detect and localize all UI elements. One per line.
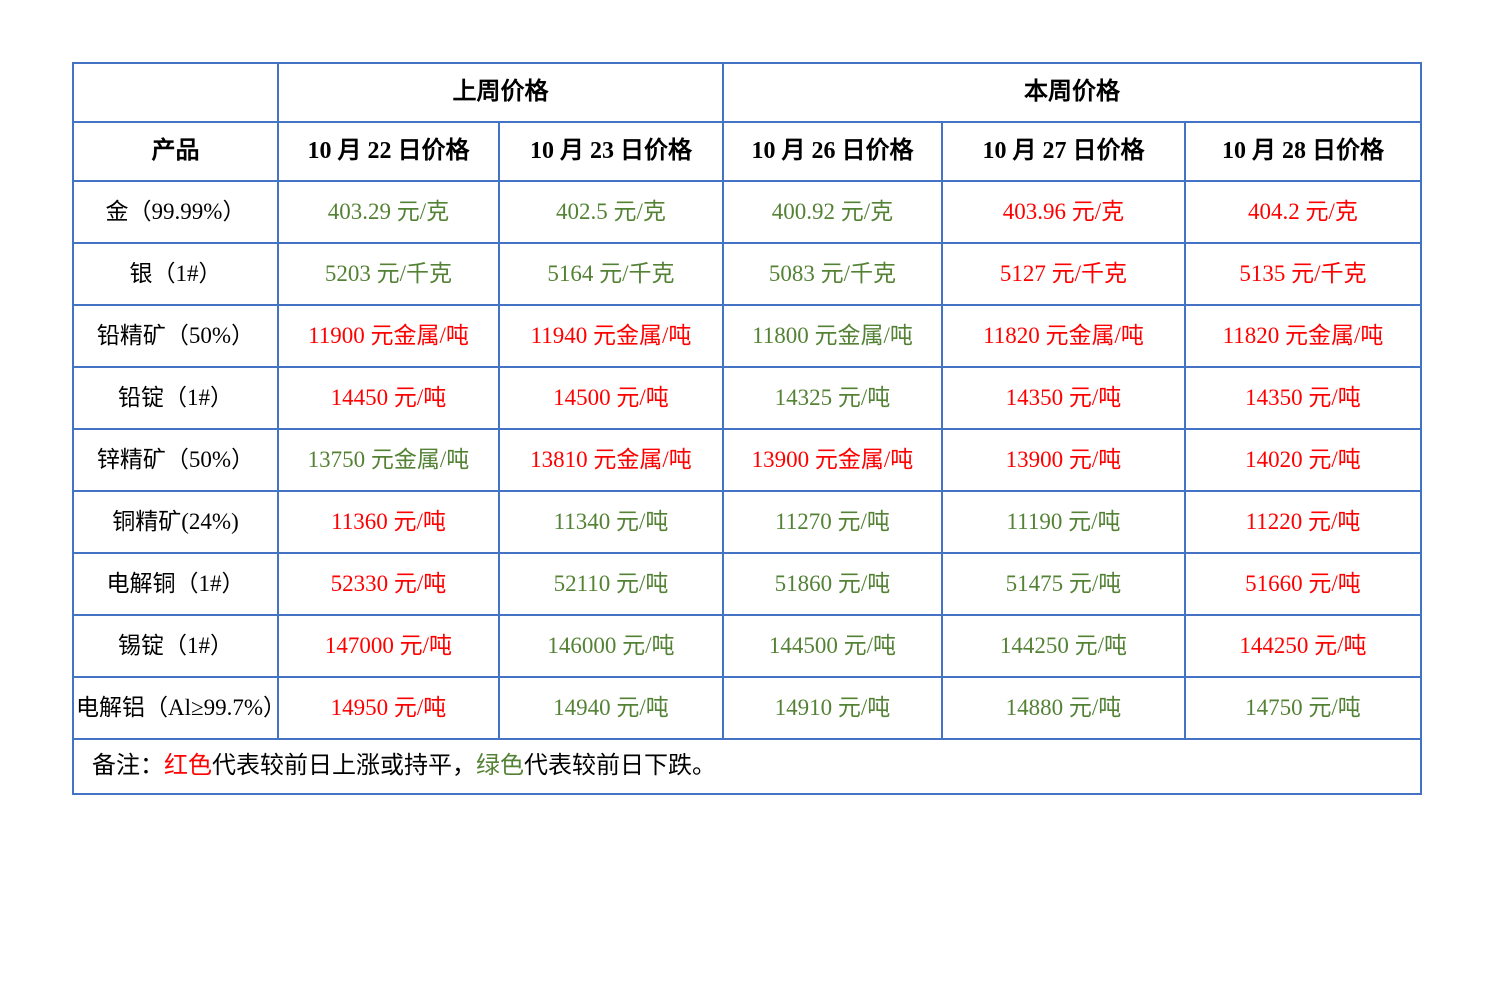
product-cell: 铜精矿(24%) — [72, 490, 279, 554]
table-header: 上周价格 本周价格 产品 10 月 22 日价格 10 月 23 日价格 10 … — [72, 62, 1422, 182]
week-header-row: 上周价格 本周价格 — [72, 62, 1422, 123]
product-cell: 金（99.99%） — [72, 180, 279, 244]
product-column-header: 产品 — [72, 121, 279, 182]
price-cell: 14450 元/吨 — [277, 366, 500, 430]
price-cell: 404.2 元/克 — [1184, 180, 1422, 244]
price-cell: 11900 元金属/吨 — [277, 304, 500, 368]
date-header: 10 月 23 日价格 — [498, 121, 724, 182]
price-cell: 51860 元/吨 — [722, 552, 943, 616]
price-cell: 11340 元/吨 — [498, 490, 724, 554]
note-red-term: 红色 — [164, 753, 212, 779]
price-cell: 11800 元金属/吨 — [722, 304, 943, 368]
price-cell: 11820 元金属/吨 — [1184, 304, 1422, 368]
price-cell: 5135 元/千克 — [1184, 242, 1422, 306]
product-cell: 电解铝（Al≥99.7%） — [72, 676, 279, 740]
product-cell: 银（1#） — [72, 242, 279, 306]
table-row: 电解铜（1#） 52330 元/吨 52110 元/吨 51860 元/吨 51… — [72, 552, 1422, 616]
date-header-row: 产品 10 月 22 日价格 10 月 23 日价格 10 月 26 日价格 1… — [72, 121, 1422, 182]
price-cell: 144500 元/吨 — [722, 614, 943, 678]
note-green-description: 代表较前日下跌。 — [524, 753, 716, 779]
price-cell: 400.92 元/克 — [722, 180, 943, 244]
price-cell: 146000 元/吨 — [498, 614, 724, 678]
price-cell: 403.96 元/克 — [941, 180, 1186, 244]
table-row: 铜精矿(24%) 11360 元/吨 11340 元/吨 11270 元/吨 1… — [72, 490, 1422, 554]
price-cell: 51660 元/吨 — [1184, 552, 1422, 616]
corner-cell — [72, 62, 279, 123]
price-cell: 52330 元/吨 — [277, 552, 500, 616]
price-cell: 11820 元金属/吨 — [941, 304, 1186, 368]
note-green-term: 绿色 — [476, 753, 524, 779]
price-table-body: 金（99.99%） 403.29 元/克 402.5 元/克 400.92 元/… — [72, 180, 1422, 740]
price-cell: 13900 元/吨 — [941, 428, 1186, 492]
price-cell: 11220 元/吨 — [1184, 490, 1422, 554]
table-row: 铅锭（1#） 14450 元/吨 14500 元/吨 14325 元/吨 143… — [72, 366, 1422, 430]
price-cell: 14020 元/吨 — [1184, 428, 1422, 492]
price-cell: 14750 元/吨 — [1184, 676, 1422, 740]
price-cell: 11270 元/吨 — [722, 490, 943, 554]
table-row: 金（99.99%） 403.29 元/克 402.5 元/克 400.92 元/… — [72, 180, 1422, 244]
table-row: 锌精矿（50%） 13750 元金属/吨 13810 元金属/吨 13900 元… — [72, 428, 1422, 492]
price-cell: 5164 元/千克 — [498, 242, 724, 306]
date-header: 10 月 28 日价格 — [1184, 121, 1422, 182]
price-cell: 11190 元/吨 — [941, 490, 1186, 554]
date-header: 10 月 27 日价格 — [941, 121, 1186, 182]
price-cell: 144250 元/吨 — [1184, 614, 1422, 678]
note-red-description: 代表较前日上涨或持平， — [212, 753, 476, 779]
price-cell: 14880 元/吨 — [941, 676, 1186, 740]
this-week-header: 本周价格 — [722, 62, 1422, 123]
table-row: 电解铝（Al≥99.7%） 14950 元/吨 14940 元/吨 14910 … — [72, 676, 1422, 740]
note-label: 备注： — [92, 753, 164, 779]
price-cell: 14325 元/吨 — [722, 366, 943, 430]
price-cell: 5127 元/千克 — [941, 242, 1186, 306]
table-footer: 备注：红色代表较前日上涨或持平，绿色代表较前日下跌。 — [72, 738, 1422, 795]
product-cell: 铅锭（1#） — [72, 366, 279, 430]
price-cell: 14500 元/吨 — [498, 366, 724, 430]
price-cell: 147000 元/吨 — [277, 614, 500, 678]
table-row: 银（1#） 5203 元/千克 5164 元/千克 5083 元/千克 5127… — [72, 242, 1422, 306]
product-cell: 铅精矿（50%） — [72, 304, 279, 368]
price-cell: 14350 元/吨 — [941, 366, 1186, 430]
product-cell: 电解铜（1#） — [72, 552, 279, 616]
price-cell: 51475 元/吨 — [941, 552, 1186, 616]
price-cell: 14950 元/吨 — [277, 676, 500, 740]
price-cell: 13810 元金属/吨 — [498, 428, 724, 492]
price-cell: 52110 元/吨 — [498, 552, 724, 616]
price-cell: 144250 元/吨 — [941, 614, 1186, 678]
product-cell: 锡锭（1#） — [72, 614, 279, 678]
date-header: 10 月 26 日价格 — [722, 121, 943, 182]
note-row: 备注：红色代表较前日上涨或持平，绿色代表较前日下跌。 — [72, 738, 1422, 795]
table-row: 锡锭（1#） 147000 元/吨 146000 元/吨 144500 元/吨 … — [72, 614, 1422, 678]
table-row: 铅精矿（50%） 11900 元金属/吨 11940 元金属/吨 11800 元… — [72, 304, 1422, 368]
price-cell: 14350 元/吨 — [1184, 366, 1422, 430]
note-cell: 备注：红色代表较前日上涨或持平，绿色代表较前日下跌。 — [72, 738, 1422, 795]
price-cell: 13900 元金属/吨 — [722, 428, 943, 492]
price-cell: 11940 元金属/吨 — [498, 304, 724, 368]
price-cell: 402.5 元/克 — [498, 180, 724, 244]
price-cell: 5083 元/千克 — [722, 242, 943, 306]
price-cell: 13750 元金属/吨 — [277, 428, 500, 492]
date-header: 10 月 22 日价格 — [277, 121, 500, 182]
last-week-header: 上周价格 — [277, 62, 724, 123]
product-cell: 锌精矿（50%） — [72, 428, 279, 492]
price-cell: 14910 元/吨 — [722, 676, 943, 740]
price-cell: 11360 元/吨 — [277, 490, 500, 554]
metal-price-table: 上周价格 本周价格 产品 10 月 22 日价格 10 月 23 日价格 10 … — [72, 62, 1422, 795]
price-cell: 5203 元/千克 — [277, 242, 500, 306]
price-cell: 14940 元/吨 — [498, 676, 724, 740]
price-cell: 403.29 元/克 — [277, 180, 500, 244]
